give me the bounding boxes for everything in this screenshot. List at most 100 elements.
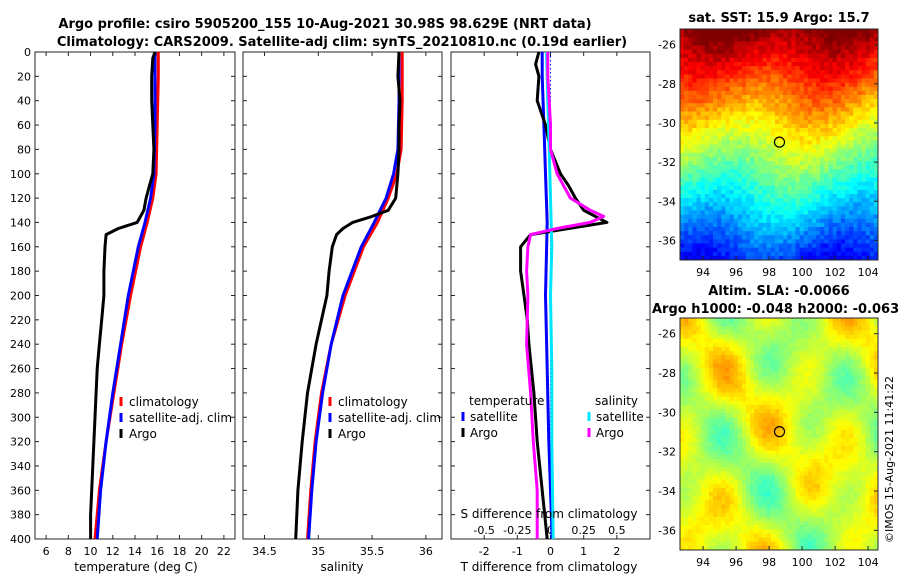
heatmap-cell <box>836 140 842 146</box>
heatmap-cell <box>700 74 706 80</box>
heatmap-cell <box>729 123 735 129</box>
heatmap-cell <box>812 103 817 108</box>
heatmap-cell <box>853 222 858 228</box>
heatmap-cell <box>725 128 731 133</box>
heatmap-cell <box>770 169 776 174</box>
heatmap-cell <box>816 342 821 348</box>
heatmap-cell <box>737 463 743 468</box>
sla-map-panel: Altim. SLA: -0.0066 Argo h1000: -0.048 h… <box>652 284 899 569</box>
heatmap-cell <box>832 156 838 162</box>
heatmap-cell <box>795 243 801 249</box>
heatmap-cell <box>684 210 689 216</box>
heatmap-cell <box>729 82 735 88</box>
heatmap-cell <box>787 202 792 207</box>
heatmap-cell <box>741 429 747 435</box>
heatmap-cell <box>770 119 776 125</box>
heatmap-cell <box>741 194 747 199</box>
heatmap-cell <box>836 467 842 472</box>
heatmap-cell <box>680 322 685 327</box>
heatmap-cell <box>783 251 788 257</box>
heatmap-cell <box>725 95 731 100</box>
heatmap-cell <box>803 454 809 460</box>
heatmap-cell <box>873 396 878 402</box>
heatmap-cell <box>758 359 764 365</box>
heatmap-cell <box>762 165 768 170</box>
heatmap-cell <box>684 247 689 253</box>
heatmap-cell <box>865 82 871 88</box>
heatmap-cell <box>820 384 825 389</box>
heatmap-cell <box>812 255 817 260</box>
heatmap-cell <box>688 128 693 133</box>
heatmap-cell <box>762 189 768 195</box>
heatmap-cell <box>779 111 784 117</box>
heatmap-cell <box>725 471 731 476</box>
heatmap-cell <box>832 475 838 481</box>
heatmap-cell <box>791 53 797 59</box>
heatmap-cell <box>729 442 735 447</box>
heatmap-cell <box>704 82 710 88</box>
heatmap-cell <box>873 115 878 121</box>
legend-label-satellite: satellite-adj. clim <box>129 411 232 425</box>
heatmap-cell <box>713 148 718 154</box>
heatmap-cell <box>692 351 698 356</box>
y-tick-label: 180 <box>10 265 31 278</box>
heatmap-cell <box>741 367 747 373</box>
heatmap-cell <box>787 438 792 443</box>
heatmap-cell <box>832 463 838 468</box>
heatmap-cell <box>787 214 792 220</box>
heatmap-cell <box>787 45 792 51</box>
heatmap-cell <box>828 119 834 125</box>
heatmap-cell <box>737 247 743 253</box>
heatmap-cell <box>853 429 858 435</box>
heatmap-cell <box>704 458 710 464</box>
heatmap-cell <box>688 144 693 150</box>
heatmap-cell <box>692 177 698 183</box>
heatmap-cell <box>696 384 702 389</box>
heatmap-cell <box>766 33 772 38</box>
heatmap-cell <box>713 483 718 489</box>
heatmap-cell <box>861 442 867 447</box>
heatmap-cell <box>708 417 714 423</box>
heatmap-cell <box>836 483 842 489</box>
heatmap-cell <box>717 41 722 47</box>
heatmap-cell <box>779 454 784 460</box>
heatmap-cell <box>717 471 722 476</box>
heatmap-cell <box>779 405 784 410</box>
heatmap-cell <box>807 342 813 348</box>
heatmap-cell <box>816 467 821 472</box>
heatmap-cell <box>845 251 850 257</box>
heatmap-cell <box>725 181 731 187</box>
heatmap-cell <box>865 37 871 42</box>
heatmap-cell <box>869 95 875 100</box>
heatmap-cell <box>779 425 784 431</box>
heatmap-cell <box>820 413 825 418</box>
heatmap-cell <box>733 132 739 137</box>
heatmap-cell <box>869 388 875 394</box>
heatmap-cell <box>713 231 718 236</box>
heatmap-cell <box>708 198 714 203</box>
heatmap-cell <box>845 41 850 47</box>
heatmap-cell <box>787 446 792 452</box>
heatmap-cell <box>717 371 722 377</box>
heatmap-cell <box>746 119 751 125</box>
heatmap-cell <box>861 185 867 191</box>
heatmap-cell <box>717 70 722 75</box>
heatmap-cell <box>680 82 685 88</box>
heatmap-cell <box>820 148 825 154</box>
heatmap-cell <box>696 53 702 59</box>
heatmap-cell <box>774 446 780 452</box>
heatmap-cell <box>824 400 830 406</box>
heatmap-cell <box>688 115 693 121</box>
heatmap-cell <box>791 107 797 113</box>
sst-heatmap <box>680 29 878 260</box>
heatmap-cell <box>741 62 747 67</box>
heatmap-cell <box>816 128 821 133</box>
heatmap-cell <box>873 384 878 389</box>
heatmap-cell <box>741 119 747 125</box>
heatmap-cell <box>750 45 755 51</box>
heatmap-cell <box>721 392 726 398</box>
heatmap-cell <box>733 322 739 327</box>
heatmap-cell <box>865 136 871 141</box>
heatmap-cell <box>853 115 858 121</box>
heatmap-cell <box>766 388 772 394</box>
